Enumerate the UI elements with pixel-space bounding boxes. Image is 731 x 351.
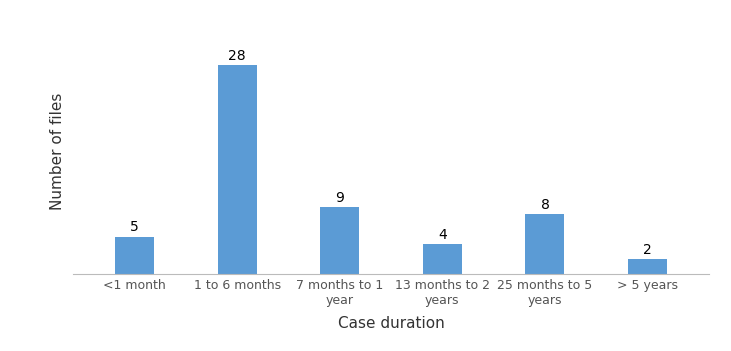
Bar: [423, 244, 462, 274]
Text: 9: 9: [336, 191, 344, 205]
Bar: [628, 259, 667, 274]
Text: 8: 8: [540, 198, 550, 212]
Bar: [526, 214, 564, 274]
X-axis label: Case duration: Case duration: [338, 316, 444, 331]
Text: 2: 2: [643, 243, 652, 257]
Bar: [218, 65, 257, 274]
Bar: [320, 207, 360, 274]
Y-axis label: Number of files: Number of files: [50, 92, 65, 210]
Bar: [115, 237, 154, 274]
Text: 4: 4: [438, 228, 447, 242]
Text: 28: 28: [228, 49, 246, 63]
Text: 5: 5: [130, 220, 139, 234]
